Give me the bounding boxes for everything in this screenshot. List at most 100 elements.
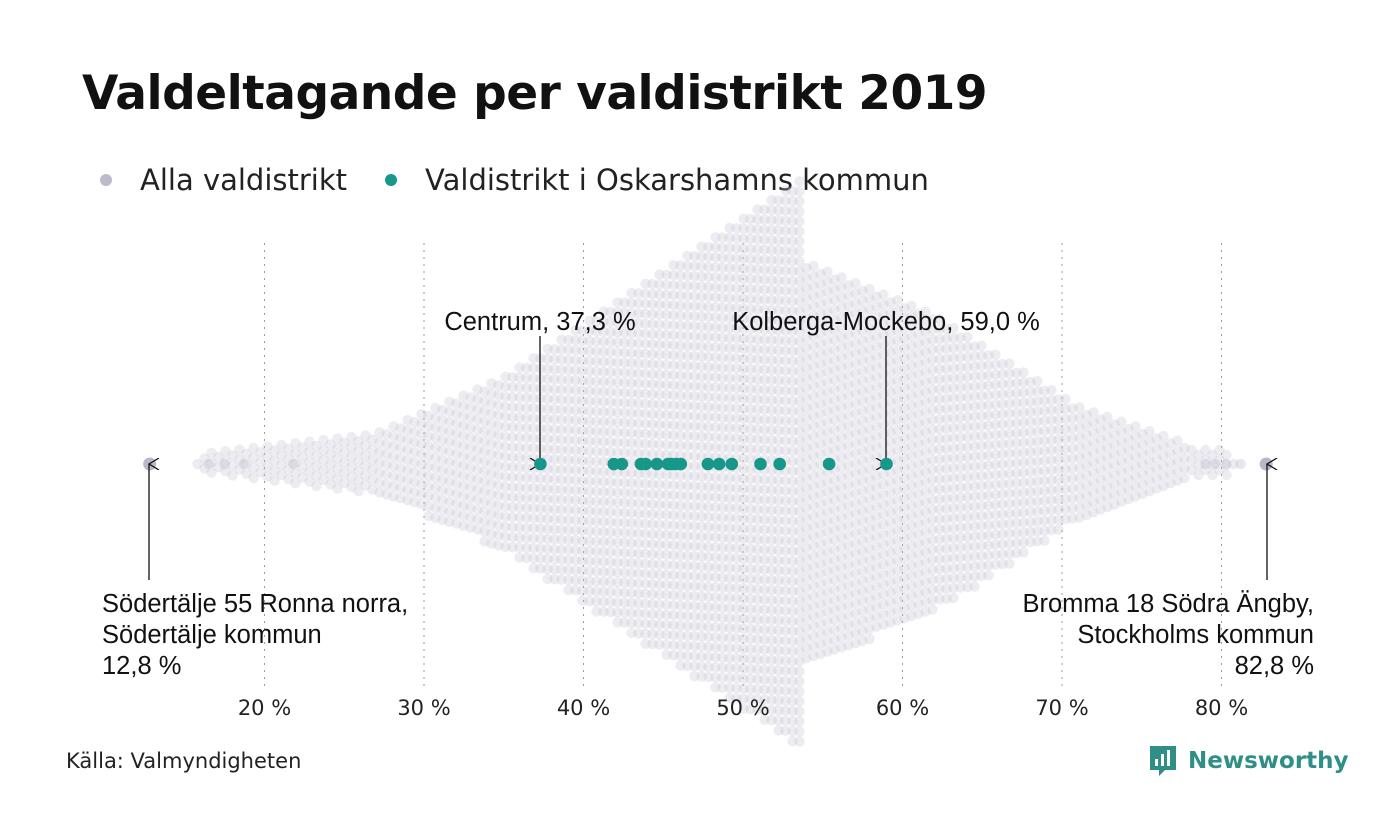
district-point (780, 385, 791, 396)
district-point (682, 370, 693, 382)
district-point (626, 397, 637, 409)
district-point (696, 541, 707, 552)
district-point (801, 553, 812, 564)
district-point (724, 482, 735, 494)
district-point (598, 596, 609, 607)
district-point (843, 370, 854, 381)
district-point (563, 524, 574, 536)
district-point (486, 528, 497, 539)
district-point (829, 314, 840, 325)
district-point (780, 195, 791, 206)
district-point (465, 512, 476, 523)
district-point (808, 420, 819, 432)
district-point (458, 420, 469, 431)
district-point (556, 434, 567, 445)
district-point (675, 570, 686, 581)
district-point (752, 684, 763, 695)
district-point (808, 320, 819, 332)
district-point (731, 363, 742, 374)
district-point (675, 650, 686, 661)
district-point (801, 403, 812, 414)
district-point (570, 495, 581, 506)
district-point (668, 590, 679, 601)
district-point (633, 468, 644, 479)
district-point (794, 256, 805, 267)
brand-logo[interactable]: Newsworthy (1148, 744, 1349, 778)
district-point (801, 303, 812, 314)
oskarshamn-district-point (674, 457, 688, 471)
district-point (815, 458, 826, 470)
district-point (668, 390, 679, 401)
district-point (780, 305, 791, 316)
district-point (689, 491, 700, 502)
district-point (633, 288, 644, 299)
district-point (227, 470, 238, 481)
district-point (556, 464, 567, 475)
district-point (703, 441, 714, 453)
district-point (619, 497, 630, 508)
district-point (710, 622, 721, 633)
district-point (717, 682, 728, 693)
district-point (507, 402, 518, 413)
district-point (745, 343, 756, 355)
district-point (647, 478, 658, 490)
district-point (584, 465, 595, 477)
district-point (647, 588, 658, 600)
district-point (759, 214, 770, 225)
district-point (787, 275, 798, 287)
district-point (710, 372, 721, 383)
district-point (409, 477, 420, 488)
district-point (773, 385, 784, 396)
district-point (710, 272, 721, 283)
district-point (640, 578, 651, 589)
district-point (752, 294, 763, 305)
district-point (668, 380, 679, 391)
district-point (836, 402, 847, 413)
district-point (647, 538, 658, 550)
district-point (1221, 449, 1232, 461)
district-point (745, 583, 756, 595)
district-point (724, 252, 735, 264)
district-point (801, 643, 812, 654)
district-point (311, 440, 322, 452)
district-point (563, 344, 574, 356)
district-point (815, 628, 826, 640)
district-point (675, 490, 686, 501)
district-point (773, 645, 784, 656)
district-point (626, 487, 637, 499)
district-point (717, 612, 728, 623)
district-point (360, 460, 371, 471)
district-point (430, 472, 441, 484)
district-point (703, 331, 714, 343)
district-point (731, 503, 742, 514)
district-point (696, 401, 707, 412)
district-point (738, 273, 749, 284)
district-point (430, 452, 441, 464)
district-point (479, 416, 490, 427)
district-point (829, 594, 840, 605)
district-point (703, 271, 714, 283)
district-point (640, 288, 651, 299)
district-point (731, 583, 742, 594)
district-point (892, 295, 903, 306)
district-point (717, 662, 728, 673)
district-point (780, 535, 791, 546)
district-point (759, 254, 770, 265)
district-point (710, 432, 721, 443)
district-point (689, 411, 700, 422)
district-point (822, 546, 833, 557)
district-point (647, 418, 658, 430)
district-point (752, 544, 763, 555)
district-point (703, 251, 714, 263)
district-point (521, 412, 532, 424)
district-point (451, 468, 462, 479)
district-point (486, 398, 497, 409)
district-point (808, 390, 819, 402)
district-point (689, 571, 700, 582)
district-point (647, 408, 658, 420)
district-point (815, 498, 826, 510)
district-point (262, 471, 273, 482)
district-point (234, 454, 245, 465)
district-point (479, 496, 490, 507)
district-point (570, 435, 581, 446)
